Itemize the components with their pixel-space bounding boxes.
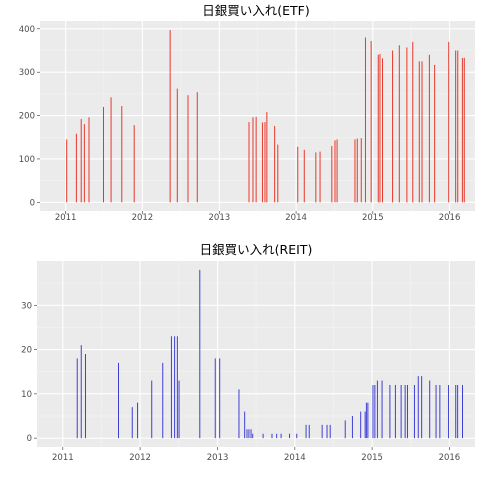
- reit-major-grid: [37, 261, 475, 447]
- etf-y-tick-label: 100: [19, 155, 35, 165]
- etf-x-tick-label: 2015: [362, 213, 384, 223]
- reit-x-tick-label: 2016: [439, 453, 461, 463]
- reit-x-tick-label: 2013: [207, 453, 229, 463]
- etf-minor-grid: [40, 21, 475, 211]
- reit-x-axis: 2011 2012 2013 2014 2015 2016: [52, 447, 460, 463]
- reit-x-tick-label: 2011: [52, 453, 74, 463]
- etf-x-tick-label: 2012: [132, 213, 154, 223]
- etf-bars: [66, 30, 465, 203]
- etf-x-tick-label: 2013: [209, 213, 231, 223]
- etf-chart-title: 日銀買い入れ(ETF): [202, 3, 309, 18]
- etf-y-tick-label: 300: [19, 68, 35, 78]
- reit-y-tick-label: 0: [27, 434, 32, 444]
- reit-y-tick-label: 30: [21, 301, 32, 311]
- etf-x-tick-label: 2014: [285, 213, 307, 223]
- etf-y-axis: 0 100 200 300 400: [19, 25, 40, 208]
- reit-x-tick-label: 2014: [284, 453, 306, 463]
- etf-major-grid: [40, 21, 475, 211]
- etf-y-tick-label: 0: [30, 198, 35, 208]
- reit-x-tick-label: 2012: [129, 453, 151, 463]
- etf-x-tick-label: 2011: [55, 213, 77, 223]
- reit-x-tick-label: 2015: [361, 453, 383, 463]
- reit-chart-title: 日銀買い入れ(REIT): [200, 242, 313, 257]
- reit-y-axis: 0 10 20 30: [21, 301, 37, 444]
- reit-bars: [76, 269, 464, 439]
- etf-x-tick-label: 2016: [439, 213, 461, 223]
- reit-y-tick-label: 10: [21, 390, 32, 400]
- etf-y-tick-label: 400: [19, 25, 35, 35]
- reit-y-tick-label: 20: [21, 346, 32, 356]
- etf-x-axis: 2011 2012 2013 2014 2015 2016: [55, 211, 461, 223]
- etf-y-tick-label: 200: [19, 112, 35, 122]
